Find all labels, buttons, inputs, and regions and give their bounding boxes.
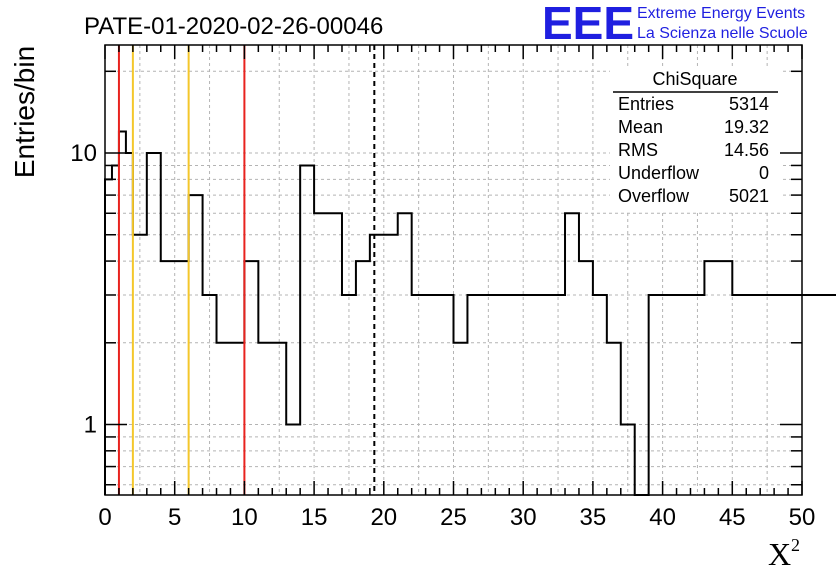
x-axis-label-sup: 2 — [791, 535, 800, 555]
x-tick-label: 35 — [580, 504, 607, 531]
stats-label-mean: Mean — [618, 117, 663, 137]
x-axis-label: X 2 — [768, 535, 800, 572]
x-tick-label: 40 — [649, 504, 676, 531]
stats-box: ChiSquare Entries 5314 Mean 19.32 RMS 14… — [610, 68, 780, 210]
y-tick-label: 1 — [84, 412, 97, 439]
logo-line-1: Extreme Energy Events — [637, 5, 805, 22]
x-tick-label: 15 — [301, 504, 328, 531]
x-tick-label: 20 — [370, 504, 397, 531]
logo-mark: EEE — [542, 0, 634, 49]
chart-title: PATE-01-2020-02-26-00046 — [84, 13, 383, 40]
stats-value-underflow: 0 — [759, 163, 769, 183]
stats-label-underflow: Underflow — [618, 163, 700, 183]
x-tick-label: 45 — [719, 504, 746, 531]
stats-label-rms: RMS — [618, 140, 658, 160]
eee-logo: EEE Extreme Energy Events La Scienza nel… — [542, 0, 808, 49]
reference-lines — [117, 45, 376, 495]
stats-value-overflow: 5021 — [729, 186, 769, 206]
x-tick-label: 10 — [231, 504, 258, 531]
stats-value-mean: 19.32 — [724, 117, 769, 137]
stats-label-overflow: Overflow — [618, 186, 690, 206]
x-axis-ticks: 0 5 10 15 20 25 30 35 40 45 50 — [98, 45, 815, 531]
x-tick-label: 0 — [98, 504, 111, 531]
x-tick-label: 5 — [168, 504, 181, 531]
y-axis-label: Entries/bin — [9, 46, 40, 178]
x-axis-label-var: X — [768, 536, 791, 572]
x-tick-label: 25 — [440, 504, 467, 531]
y-tick-label: 10 — [70, 140, 97, 167]
stats-label-entries: Entries — [618, 94, 674, 114]
x-tick-label: 50 — [789, 504, 816, 531]
stats-title: ChiSquare — [652, 69, 737, 89]
y-axis-ticks: 1 10 — [70, 70, 802, 486]
stats-value-rms: 14.56 — [724, 140, 769, 160]
logo-line-2: La Scienza nelle Scuole — [637, 25, 808, 42]
x-tick-label: 30 — [510, 504, 537, 531]
stats-value-entries: 5314 — [729, 94, 769, 114]
